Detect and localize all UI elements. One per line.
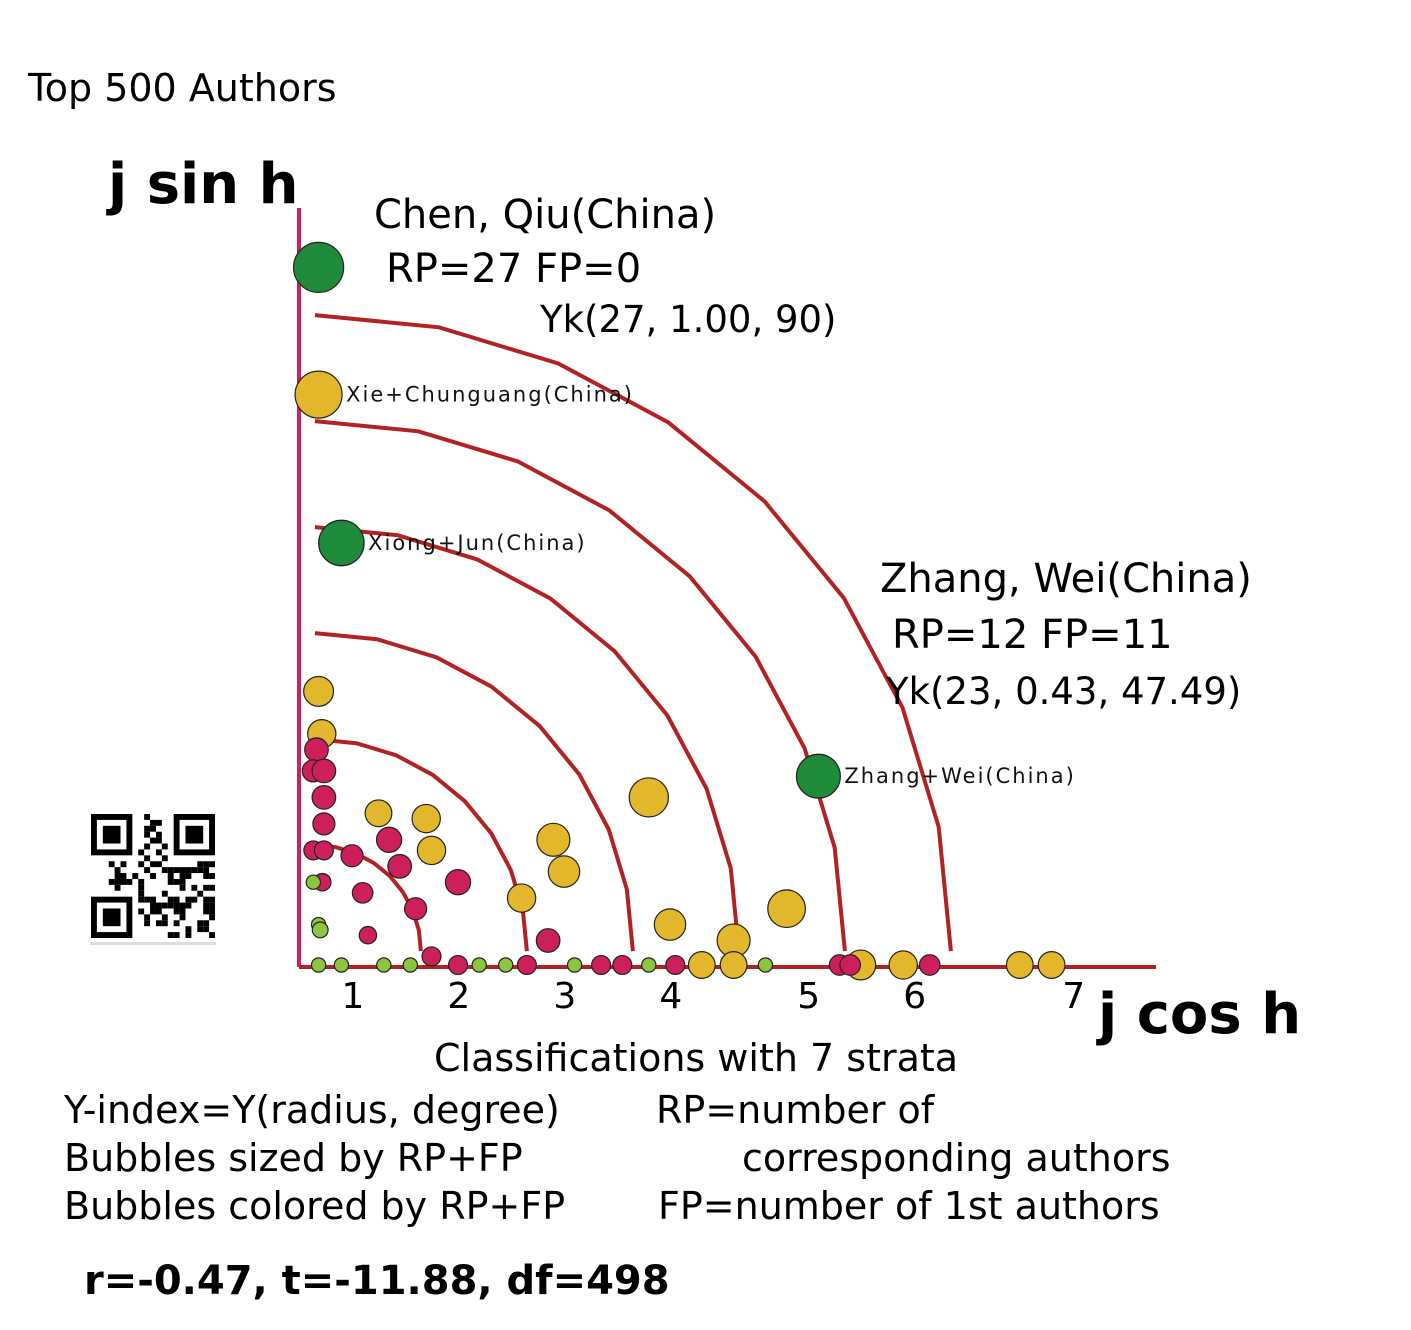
bubble-point-40 <box>516 954 537 976</box>
bubble-point-54 <box>471 957 487 973</box>
bubble-point-47 <box>305 874 322 890</box>
bubble-points <box>292 241 1066 981</box>
stratum-arc-1 <box>314 843 423 952</box>
bubble-point-21 <box>1037 951 1066 979</box>
bubble-point-17 <box>888 950 918 980</box>
fp-definition: FP=number of 1st authors <box>658 1184 1160 1228</box>
zhang-rp-fp-annotation: RP=12 FP=11 <box>892 612 1173 658</box>
stratum-arc-5 <box>314 419 847 952</box>
bubble-point-50 <box>310 957 327 973</box>
x-tick-label-4: 4 <box>659 976 682 1017</box>
y-index-caption: Y-index=Y(radius, degree) <box>64 1088 560 1132</box>
bubble-point-8 <box>547 855 581 888</box>
colored-by-caption: Bubbles colored by RP+FP <box>64 1184 566 1228</box>
bubble-label-1: Xiong+Jun(China) <box>368 531 587 555</box>
classification-caption: Classifications with 7 strata <box>434 1036 959 1080</box>
x-tick-label-2: 2 <box>447 976 470 1017</box>
qr-code-icon <box>90 814 216 945</box>
bubble-point-25 <box>311 785 337 810</box>
x-tick-labels: 1 2 3 4 5 6 7 <box>341 976 1085 1017</box>
chart-title: Top 500 Authors <box>28 66 337 110</box>
bubble-point-0 <box>292 241 345 294</box>
bubble-point-5 <box>767 889 807 929</box>
bubble-point-22 <box>304 737 329 763</box>
x-tick-label-3: 3 <box>553 976 576 1017</box>
bubble-point-19 <box>719 951 748 979</box>
bubble-point-20 <box>1005 951 1034 979</box>
bubble-point-7 <box>536 822 571 857</box>
bubble-point-14 <box>303 675 335 707</box>
bubble-point-43 <box>665 954 686 976</box>
bubble-point-38 <box>421 946 442 967</box>
bubble-point-31 <box>387 853 413 879</box>
bubble-point-18 <box>687 951 716 979</box>
bubble-point-33 <box>403 897 428 921</box>
zhang-yk-annotation: Yk(23, 0.43, 47.49) <box>886 670 1242 713</box>
y-axis-label: j sin h <box>108 152 299 217</box>
bubble-point-45 <box>839 954 862 976</box>
bubble-point-51 <box>333 957 350 973</box>
bubble-labels: Xie+Chunguang(China) Xiong+Jun(China) Zhan… <box>346 383 1075 789</box>
stratum-arc-6 <box>314 313 953 952</box>
x-tick-label-1: 1 <box>341 976 364 1017</box>
bubble-label-2: Zhang+Wei(China) <box>844 764 1075 788</box>
bubble-point-37 <box>535 928 561 953</box>
bubble-point-9 <box>653 908 687 941</box>
bubble-point-24 <box>311 758 337 784</box>
chen-yk-annotation: Yk(27, 1.00, 90) <box>540 298 837 341</box>
x-tick-label-5: 5 <box>797 976 820 1017</box>
bubble-point-32 <box>444 869 472 896</box>
bubble-point-57 <box>641 957 657 973</box>
bubble-point-36 <box>358 925 378 945</box>
chen-rp-fp-annotation: RP=27 FP=0 <box>386 246 642 292</box>
zhang-name-annotation: Zhang, Wei(China) <box>880 556 1252 602</box>
rp-definition: RP=number of <box>656 1088 935 1132</box>
bubble-point-13 <box>364 799 393 828</box>
x-axis-label: j cos h <box>1098 982 1302 1047</box>
bubble-point-34 <box>351 881 374 904</box>
stratum-arc-3 <box>314 631 635 952</box>
bubble-point-10 <box>506 883 537 913</box>
bubble-point-46 <box>918 954 941 976</box>
bubble-point-28 <box>313 840 334 861</box>
bubble-point-1 <box>294 370 343 419</box>
bubble-label-0: Xie+Chunguang(China) <box>346 383 634 407</box>
x-tick-label-7: 7 <box>1062 976 1085 1017</box>
bubble-point-3 <box>795 753 841 799</box>
chen-name-annotation: Chen, Qiu(China) <box>374 192 717 238</box>
bubble-point-53 <box>402 957 419 973</box>
x-tick-label-6: 6 <box>903 976 926 1017</box>
bubble-point-49 <box>311 921 329 939</box>
bubble-point-29 <box>340 844 364 868</box>
bubble-point-12 <box>416 835 447 866</box>
bubble-point-39 <box>447 954 469 976</box>
bubble-point-42 <box>612 954 633 976</box>
strata-arcs <box>314 313 953 952</box>
sized-by-caption: Bubbles sized by RP+FP <box>64 1136 523 1180</box>
bubble-point-55 <box>497 957 514 973</box>
stratum-arc-4 <box>314 525 741 952</box>
bubble-point-26 <box>312 812 336 836</box>
bubble-point-56 <box>566 957 583 973</box>
bubble-point-30 <box>375 826 403 853</box>
statistics-caption: r=-0.47, t=-11.88, df=498 <box>84 1258 670 1304</box>
bubble-point-4 <box>628 777 670 818</box>
bubble-point-2 <box>318 519 365 567</box>
bubble-point-52 <box>376 957 392 973</box>
bubble-point-41 <box>591 954 612 976</box>
bubble-point-58 <box>757 957 774 973</box>
rp-definition-continued: corresponding authors <box>742 1136 1171 1180</box>
bubble-point-11 <box>411 803 441 834</box>
